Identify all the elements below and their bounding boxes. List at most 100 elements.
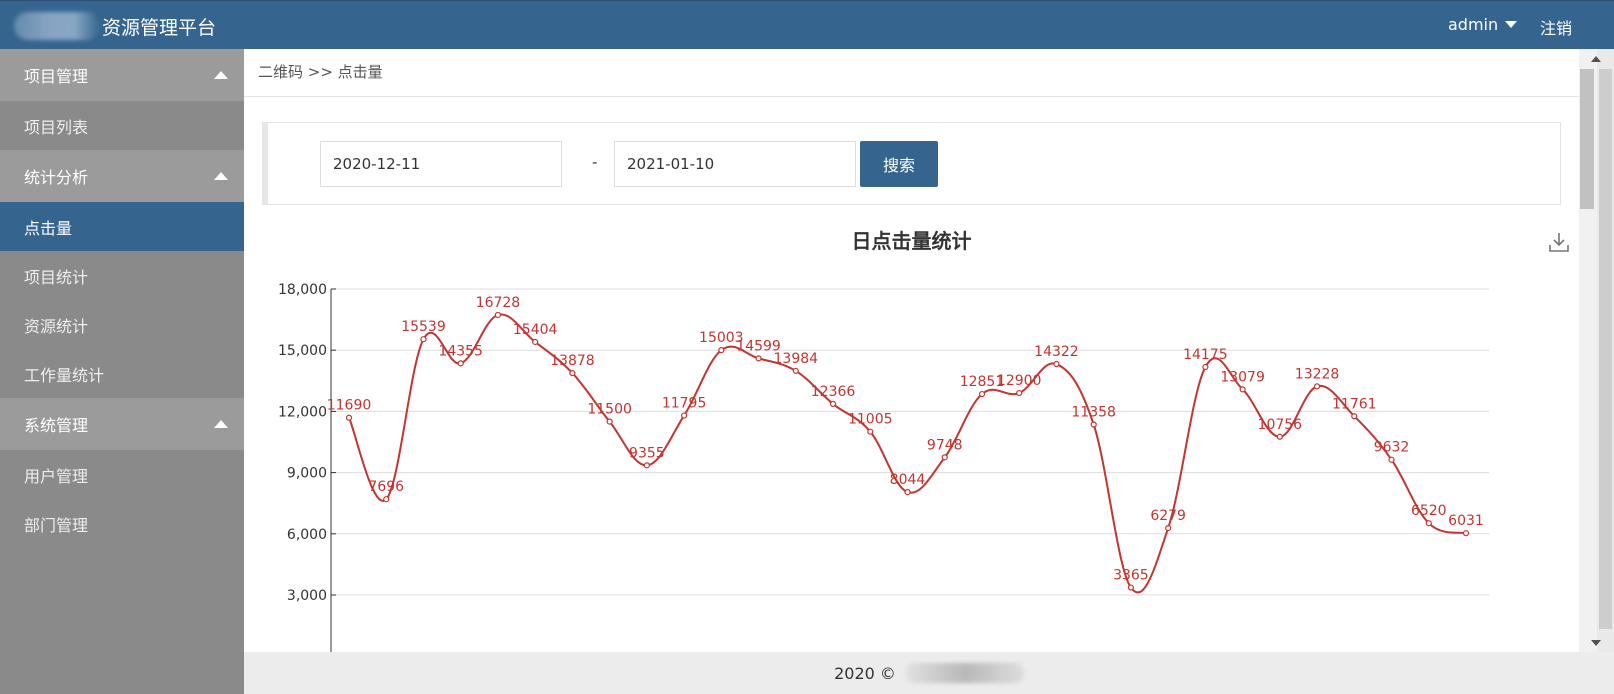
top-bar: 资源管理平台 admin 注销 [0,0,1614,49]
y-tick-label: 18,000 [278,282,327,298]
y-tick-label: 3,000 [287,588,327,604]
data-point[interactable] [532,338,539,346]
data-label: 12900 [997,373,1042,389]
y-tick-label: 6,000 [287,527,327,543]
search-panel: - 搜索 [262,122,1561,205]
scrollbar[interactable] [1579,49,1614,652]
user-menu[interactable]: admin [1448,15,1518,34]
data-label: 9632 [1374,440,1410,456]
data-label: 13878 [550,353,595,369]
user-name: admin [1448,15,1499,34]
sidebar-item-resource-stats[interactable]: 资源统计 [24,316,89,336]
data-label: 7696 [368,479,404,495]
data-label: 13984 [774,351,819,367]
start-date-input[interactable] [320,141,562,187]
menu-group-label: 系统管理 [24,416,89,435]
main-content: 二维码 >> 点击量 - 搜索 日点击量统计 18,000 15,000 12,00… [244,49,1579,652]
sidebar-item-clicks[interactable]: 点击量 [0,202,244,251]
chevron-up-icon [214,420,228,428]
chevron-up-icon [214,172,228,180]
data-point[interactable] [1090,421,1097,428]
data-label: 8044 [890,472,926,488]
data-point[interactable] [718,347,725,354]
app-title: 资源管理平台 [102,16,217,39]
footer-text: 2020 © [834,663,896,683]
scrollbar-thumb[interactable] [1580,69,1594,209]
data-point[interactable] [1016,389,1023,397]
menu-group-project[interactable]: 项目管理 [0,49,244,101]
data-label: 3365 [1113,568,1149,584]
data-point[interactable] [978,390,986,398]
line-chart: 18,000 15,000 12,000 9,000 6,000 3,000 11690 76… [278,282,1489,652]
data-point[interactable] [681,412,688,419]
data-point[interactable] [1462,530,1470,537]
data-point[interactable] [1239,386,1246,393]
data-label: 16728 [476,295,521,311]
menu-group-label: 项目管理 [24,67,89,86]
sidebar-item-project-list[interactable]: 项目列表 [24,117,89,137]
logo [14,12,100,40]
data-label: 14355 [438,343,483,359]
brand: 资源管理平台 [14,11,216,41]
data-point[interactable] [383,496,390,503]
series-line [348,313,1467,594]
scroll-down-arrow-icon[interactable] [1579,634,1614,652]
data-point[interactable] [345,414,353,421]
scrollbar-thumb-outer[interactable] [1599,69,1612,629]
menu-group-system[interactable]: 系统管理 [0,398,244,450]
data-label: 11358 [1071,404,1116,420]
data-point[interactable] [1276,433,1283,440]
breadcrumb: 二维码 >> 点击量 [258,63,383,81]
data-point[interactable] [1313,383,1321,390]
data-point[interactable] [941,454,948,461]
data-point[interactable] [755,355,762,362]
data-point[interactable] [606,418,613,425]
data-point[interactable] [867,428,874,435]
download-icon[interactable] [1548,231,1570,253]
end-date-input[interactable] [614,141,856,187]
data-point[interactable] [569,369,576,377]
date-separator: - [592,153,598,171]
sidebar-item-project-stats[interactable]: 项目统计 [24,267,89,287]
data-point[interactable] [904,489,911,496]
data-point[interactable] [1388,456,1395,463]
data-label: 13079 [1220,369,1265,385]
data-point[interactable] [420,336,427,343]
sidebar-item-users[interactable]: 用户管理 [24,466,89,486]
data-point[interactable] [1351,413,1358,420]
sidebar-item-departments[interactable]: 部门管理 [24,515,89,535]
data-point[interactable] [643,462,650,469]
data-label: 11500 [587,402,632,418]
data-point[interactable] [792,367,799,375]
data-label: 9748 [927,437,963,453]
sidebar-item-workload-stats[interactable]: 工作量统计 [24,365,105,385]
data-label: 15404 [513,322,558,338]
data-point[interactable] [1165,525,1172,532]
data-label: 14175 [1183,347,1228,363]
scroll-up-arrow-icon[interactable] [1579,49,1614,67]
data-label: 11761 [1332,396,1377,412]
search-button[interactable]: 搜索 [860,141,938,187]
y-tick-label: 12,000 [278,404,327,420]
data-point[interactable] [1127,584,1135,591]
data-label: 12366 [811,384,856,400]
data-point[interactable] [829,400,837,408]
data-label: 11795 [662,396,707,412]
data-point[interactable] [1053,360,1060,368]
data-label: 15003 [699,330,744,346]
data-label: 14599 [736,338,781,354]
data-point[interactable] [1202,363,1209,371]
data-label: 6520 [1411,503,1447,519]
menu-group-statistics[interactable]: 统计分析 [0,150,244,202]
data-label: 12851 [960,374,1005,390]
data-label: 6031 [1448,513,1484,529]
data-point[interactable] [457,360,464,367]
chart-title: 日点击量统计 [851,229,972,253]
footer: 2020 © [244,652,1614,694]
logout-link[interactable]: 注销 [1540,19,1573,38]
sidebar: 项目管理 项目列表 统计分析 点击量 项目统计 资源统计 工作量统计 系统管理 … [0,49,244,694]
data-point[interactable] [1425,520,1432,527]
data-point[interactable] [494,311,502,319]
data-label: 6279 [1150,508,1186,524]
data-label: 9355 [629,445,665,461]
